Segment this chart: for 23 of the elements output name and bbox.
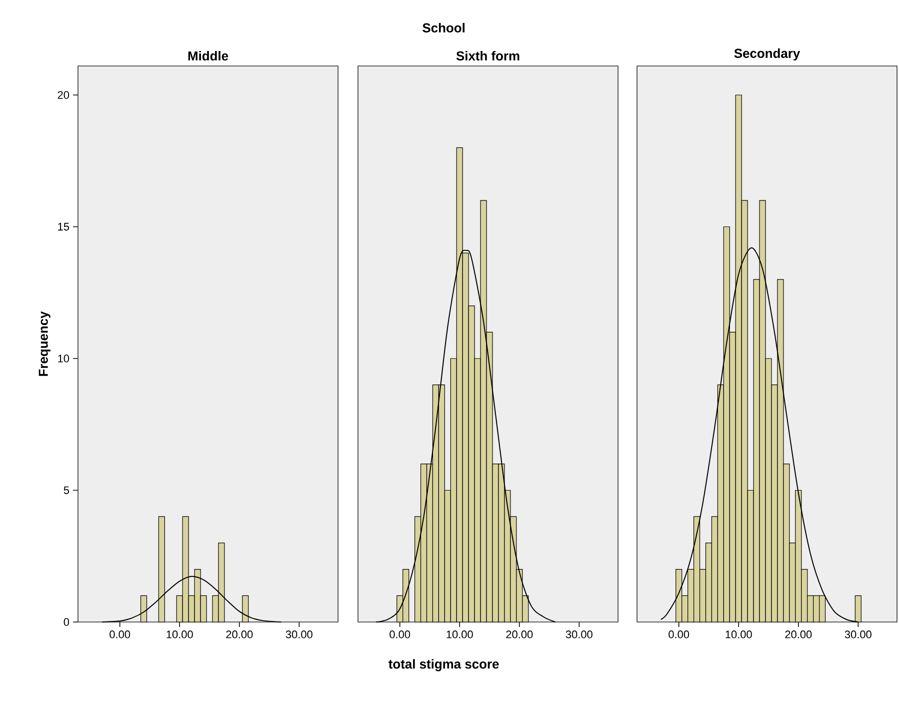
chart-title: Middle bbox=[188, 50, 228, 61]
x-tick-label: 20.00 bbox=[226, 630, 253, 638]
y-axis-title: Frequency bbox=[38, 311, 50, 376]
chart-title: Secondary bbox=[734, 48, 800, 61]
x-tick-label: 30.00 bbox=[566, 630, 592, 638]
text: School bbox=[422, 22, 464, 32]
chart-title: Sixth form bbox=[456, 50, 520, 61]
x-tick-label: 30.00 bbox=[286, 630, 312, 638]
x-tick-label: 10.00 bbox=[166, 630, 193, 638]
y-tick-label: 0 bbox=[64, 618, 70, 626]
x-tick-label: 0.00 bbox=[110, 630, 130, 638]
x-tick-label: 20.00 bbox=[785, 630, 812, 638]
x-tick-label: 30.00 bbox=[844, 630, 872, 638]
x-axis-title: total stigma score bbox=[388, 659, 499, 672]
x-tick-label: 10.00 bbox=[446, 630, 473, 638]
y-tick-label: 15 bbox=[58, 222, 70, 231]
y-tick-label: 10 bbox=[58, 354, 70, 362]
y-tick-label: 20 bbox=[58, 91, 70, 99]
y-tick-label: 5 bbox=[64, 486, 70, 494]
x-tick-label: 10.00 bbox=[726, 630, 752, 638]
x-tick-label: 20.00 bbox=[506, 630, 533, 638]
x-tick-label: 0.00 bbox=[668, 630, 690, 638]
x-tick-label: 0.00 bbox=[390, 630, 410, 638]
